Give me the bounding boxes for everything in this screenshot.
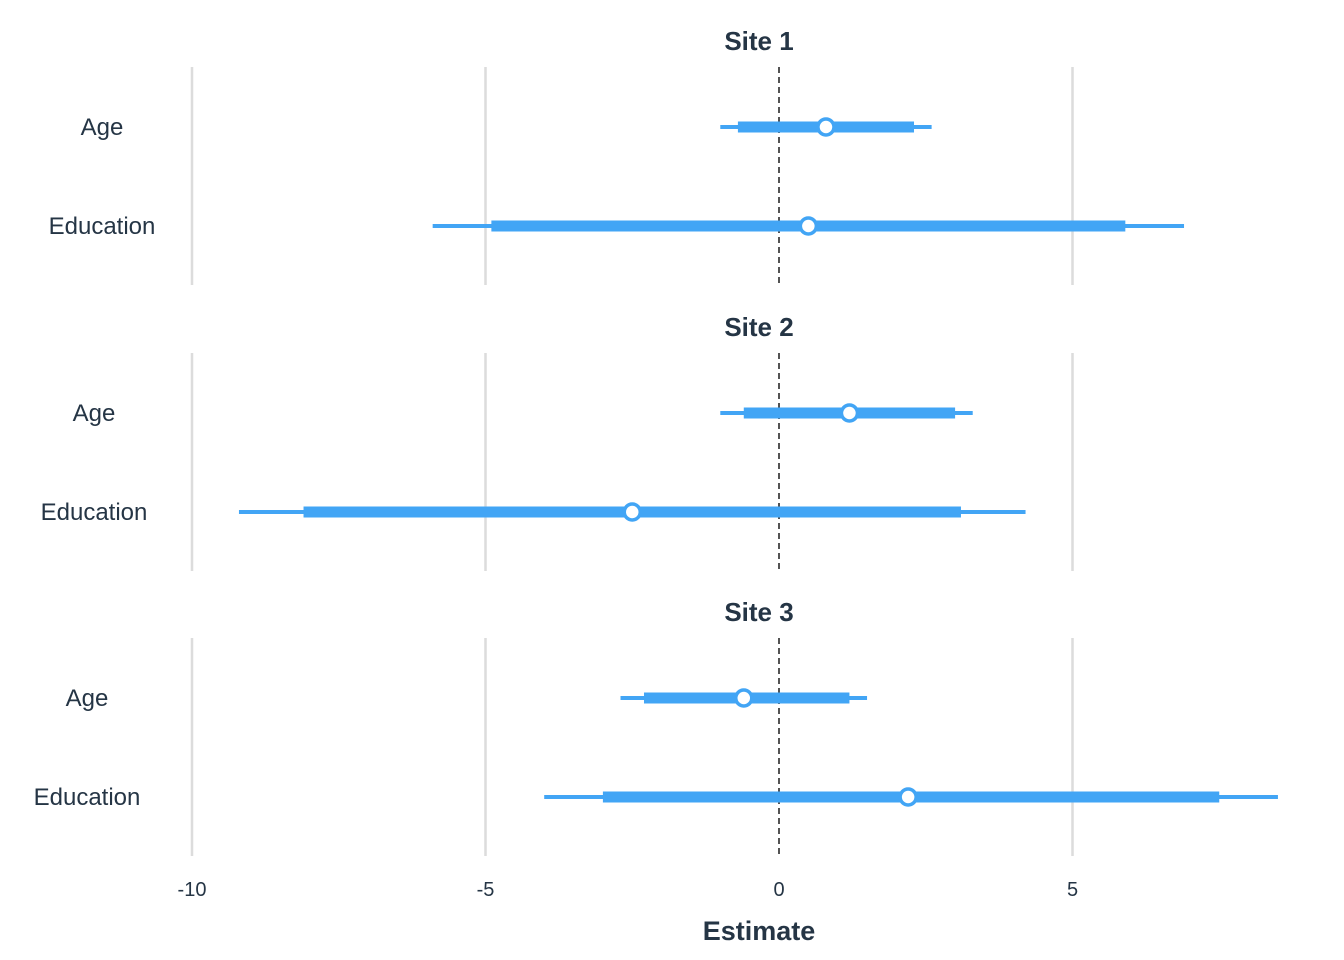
row-label: Education [41,499,148,526]
point-estimate [898,787,918,807]
point-estimate [839,403,860,423]
point-estimate [734,688,754,708]
row-label: Age [81,114,124,141]
facet-site-3: Site 3 Age Education [34,597,1278,856]
row-label: Age [73,400,116,427]
x-tick-label: -5 [477,879,495,901]
row-label: Education [34,784,141,811]
row-label: Age [66,685,109,712]
x-tick-label: -10 [178,879,207,901]
facet-title: Site 3 [724,597,793,627]
row-label: Education [49,213,156,240]
x-tick-label: 0 [773,879,784,901]
facet-site-2: Site 2 Age Education [41,312,1074,571]
point-estimate [622,502,642,522]
point-estimate [798,216,819,236]
facet-title: Site 2 [724,312,793,342]
facet-title: Site 1 [724,26,793,56]
facet-site-1: Site 1 Age Education [49,26,1185,285]
x-axis-title: Estimate [703,916,816,946]
point-estimate [816,117,836,137]
x-axis: -10 -5 0 5 [178,879,1079,901]
x-tick-label: 5 [1067,879,1078,901]
